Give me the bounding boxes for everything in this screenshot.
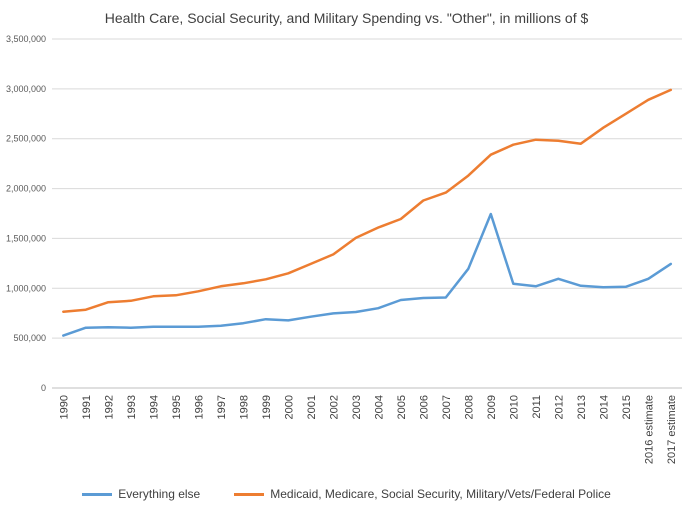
x-axis-tick-labels: 1990 1991 1992 1993 1994 1995 1996 1997 1998 1999… xyxy=(58,395,678,464)
x-tick-label: 1994 xyxy=(148,395,160,419)
legend-swatch xyxy=(234,492,265,496)
x-tick-label: 2002 xyxy=(328,395,340,419)
x-tick-label: 1999 xyxy=(261,395,273,419)
y-tick-label: 2,000,000 xyxy=(6,184,46,194)
chart-title: Health Care, Social Security, and Milita… xyxy=(104,10,589,26)
y-tick-label: 1,500,000 xyxy=(6,233,46,243)
x-tick-label: 1992 xyxy=(103,395,115,419)
legend-entry-0: Everything else xyxy=(82,487,200,501)
y-tick-label: 2,500,000 xyxy=(6,134,46,144)
x-tick-label: 2013 xyxy=(576,395,588,419)
x-tick-label: 2000 xyxy=(283,395,295,419)
x-tick-label: 2008 xyxy=(463,395,475,419)
gridlines xyxy=(52,38,682,389)
x-tick-label: 2009 xyxy=(486,395,498,419)
x-tick-label: 2004 xyxy=(373,395,385,419)
plot-area: 0 500,000 1,000,000 1,500,000 2,000,000 2,500… xyxy=(6,34,682,464)
y-tick-label: 1,000,000 xyxy=(6,283,46,293)
series-line-1 xyxy=(62,88,673,313)
legend: Everything else Medicaid, Medicare, Socia… xyxy=(0,484,693,504)
x-tick-label: 2011 xyxy=(531,395,543,419)
y-axis-tick-labels: 0 500,000 1,000,000 1,500,000 2,000,000 2,500… xyxy=(6,34,46,393)
x-tick-label: 1996 xyxy=(193,395,205,419)
x-tick-label: 2010 xyxy=(508,395,520,419)
legend-entry-1: Medicaid, Medicare, Social Security, Mil… xyxy=(234,487,611,501)
x-tick-label: 2012 xyxy=(553,395,565,419)
x-tick-label: 1998 xyxy=(238,395,250,419)
x-tick-label: 2001 xyxy=(306,395,318,419)
x-tick-label: 2006 xyxy=(418,395,430,419)
x-tick-label: 1995 xyxy=(171,395,183,419)
legend-label: Medicaid, Medicare, Social Security, Mil… xyxy=(270,487,611,501)
x-tick-label: 2016 estimate xyxy=(643,395,655,464)
legend-swatch xyxy=(82,492,113,496)
x-tick-label: 2007 xyxy=(441,395,453,419)
x-tick-label: 1991 xyxy=(81,395,93,419)
y-tick-label: 3,000,000 xyxy=(6,84,46,94)
y-tick-label: 3,500,000 xyxy=(6,34,46,44)
x-tick-label: 2017 estimate xyxy=(666,395,678,464)
series-line-0 xyxy=(62,212,673,337)
x-tick-label: 1990 xyxy=(58,395,70,419)
x-tick-label: 1993 xyxy=(126,395,138,419)
x-tick-label: 2003 xyxy=(351,395,363,419)
x-tick-label: 2015 xyxy=(621,395,633,419)
x-tick-label: 1997 xyxy=(216,395,228,419)
y-tick-label: 500,000 xyxy=(13,333,46,343)
x-tick-label: 2014 xyxy=(598,395,610,419)
series-lines xyxy=(62,88,673,337)
legend-label: Everything else xyxy=(118,487,201,501)
x-tick-label: 2005 xyxy=(396,395,408,419)
y-tick-label: 0 xyxy=(41,383,46,393)
